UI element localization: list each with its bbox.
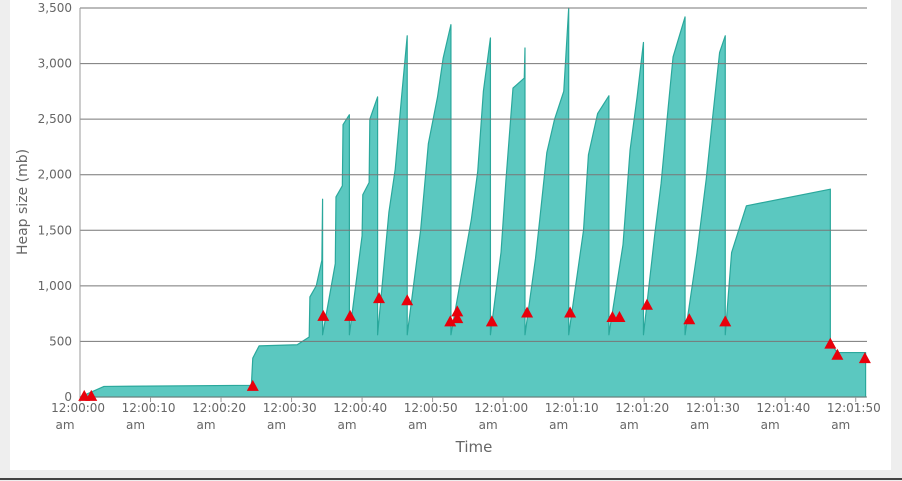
gc-marker [640,298,653,310]
gc-marker [564,306,577,318]
gc-marker [824,337,837,349]
gc-marker [485,315,498,327]
y-tick-label: 0 [64,390,72,404]
x-tick-label: 12:00:50 am [404,401,462,432]
x-tick-label: 12:00:00 am [51,401,109,432]
x-tick-label: 12:01:20 am [615,401,673,432]
x-tick-label: 12:01:50 am [827,401,885,432]
gc-marker [521,306,534,318]
y-tick-label: 1,500 [38,223,72,237]
gc-marker [373,292,386,304]
gc-marker [444,315,457,327]
y-tick-label: 3,000 [38,57,72,71]
gc-marker [451,305,464,317]
gc-marker [683,313,696,325]
gc-marker [344,309,357,321]
y-tick-label: 3,500 [38,1,72,15]
y-tick-label: 2,500 [38,112,72,126]
gc-marker [401,294,414,306]
gc-marker [317,309,330,321]
gc-marker [831,348,844,360]
x-tick-label: 12:01:30 am [686,401,744,432]
heap-area [79,7,867,398]
gc-marker [719,315,732,327]
gc-marker [85,389,98,401]
gc-marker [451,312,464,324]
x-tick-label: 12:00:40 am [333,401,391,432]
x-tick-label: 12:01:40 am [756,401,814,432]
x-tick-label: 12:00:30 am [263,401,321,432]
x-tick-label: 12:01:10 am [545,401,603,432]
x-tick-label: 12:00:10 am [122,401,180,432]
x-axis-title: Time [455,438,493,456]
y-axis-title: Heap size (mb) [15,149,31,255]
y-tick-label: 500 [49,334,72,348]
x-tick-label: 12:01:00 am [474,401,532,432]
gc-marker [246,379,259,391]
y-tick-label: 2,000 [38,168,72,182]
x-tick-label: 12:00:20 am [192,401,250,432]
gc-marker [858,352,871,364]
gc-marker [613,310,626,322]
y-tick-label: 1,000 [38,279,72,293]
